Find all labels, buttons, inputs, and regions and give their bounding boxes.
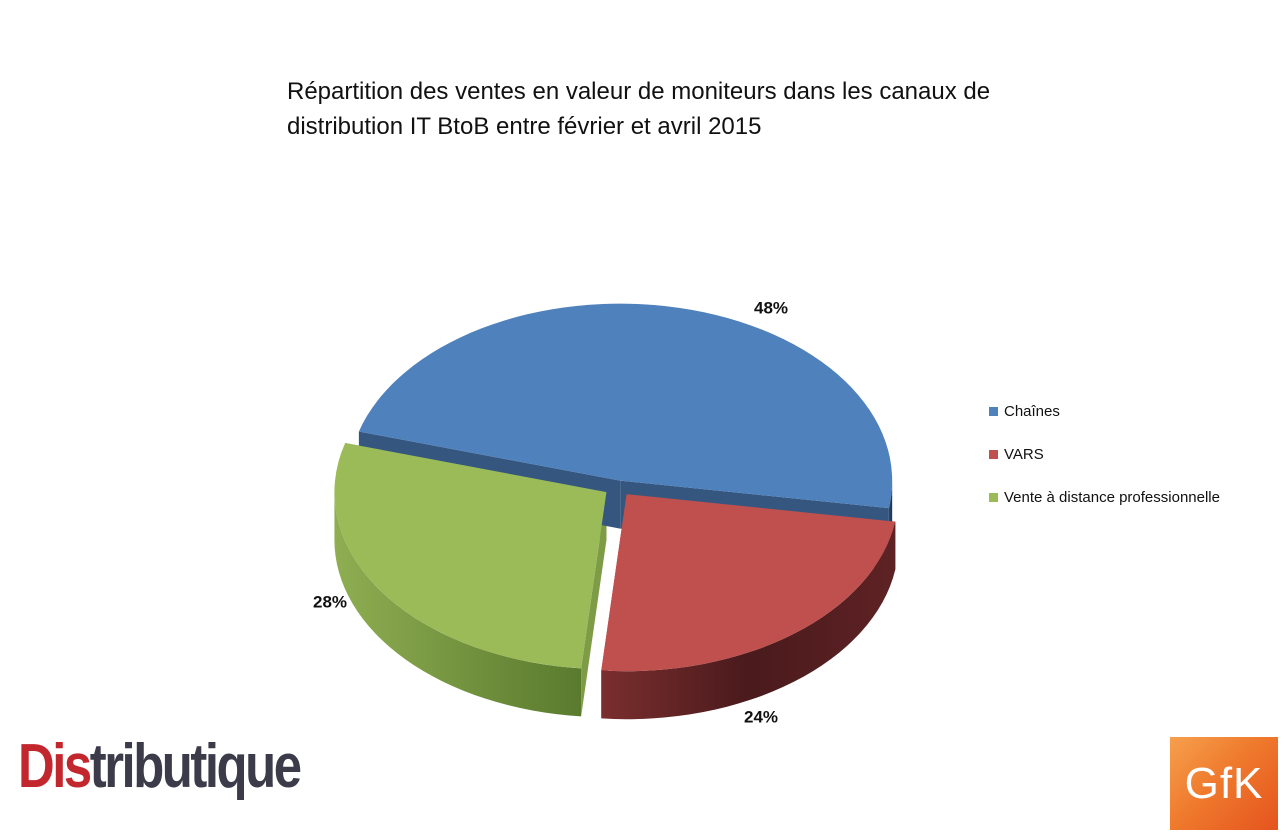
pie-slice-chaines <box>358 303 893 509</box>
chart-title: Répartition des ventes en valeur de moni… <box>287 74 1087 144</box>
legend-item-vente-distance: Vente à distance professionnelle <box>989 487 1220 508</box>
chart-title-line-2: distribution IT BtoB entre février et av… <box>287 113 762 140</box>
gfk-logo: GfK <box>1170 737 1278 830</box>
pie-side-vente-distance <box>334 492 582 717</box>
legend-swatch-vars <box>989 450 998 459</box>
distributique-logo: Distributique <box>18 732 302 801</box>
legend-item-chaines: Chaînes <box>989 401 1220 422</box>
pie-label-vars: 24% <box>744 707 778 726</box>
legend: Chaînes VARS Vente à distance profession… <box>989 401 1220 530</box>
chart-title-line-1: Répartition des ventes en valeur de moni… <box>287 78 991 105</box>
legend-label-chaines: Chaînes <box>1004 403 1060 420</box>
legend-label-vars: VARS <box>1004 446 1044 463</box>
pie-slice-vente-distance <box>334 442 607 669</box>
pie-wall-vente-distance-0 <box>581 492 607 717</box>
pie-label-vente-distance: 28% <box>313 592 347 611</box>
legend-item-vars: VARS <box>989 444 1220 465</box>
pie-label-chaines: 48% <box>754 298 788 317</box>
legend-swatch-vente-distance <box>989 493 998 502</box>
legend-label-vente-distance: Vente à distance professionnelle <box>1004 489 1220 506</box>
pie-side-vars <box>601 521 896 720</box>
legend-swatch-chaines <box>989 407 998 416</box>
pie-slice-vars <box>601 494 896 672</box>
